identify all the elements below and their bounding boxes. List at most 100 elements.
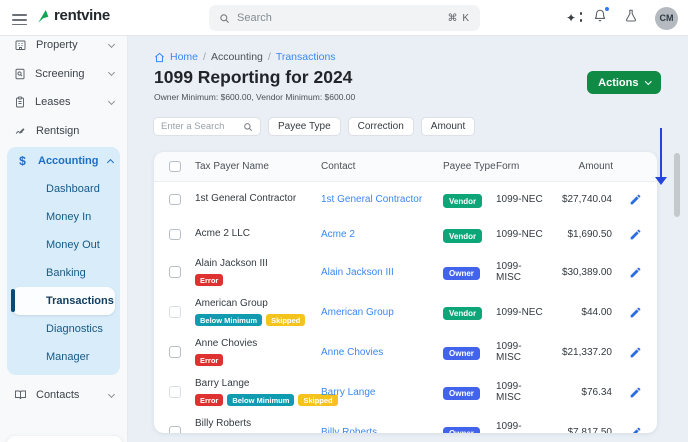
edit-button[interactable] [613, 193, 657, 206]
sidebar-item-screening[interactable]: Screening [0, 60, 127, 89]
user-avatar[interactable]: CM [655, 6, 678, 30]
clipboard-icon [14, 96, 26, 108]
company-card[interactable]: 123 PM [7, 436, 122, 442]
edit-button[interactable] [613, 306, 657, 319]
table-row: Alain Jackson III Error Alain Jackson III O… [154, 252, 657, 292]
sidebar-subitem-transactions[interactable]: Transactions [11, 287, 115, 315]
breadcrumb-transactions[interactable]: Transactions [275, 51, 336, 63]
taxpayer-name: Alain Jackson III [195, 258, 268, 269]
row-checkbox[interactable] [169, 228, 181, 241]
status-badge-skipped: Skipped [298, 393, 338, 406]
edit-pencil-icon [630, 347, 640, 357]
amount: $30,389.00 [561, 266, 612, 278]
notification-dot [604, 6, 610, 12]
app-logo[interactable]: rentvine [36, 7, 110, 24]
sidebar-subitem-money-in[interactable]: Money In [46, 211, 92, 223]
sidebar-item-label: Accounting [38, 155, 99, 167]
edit-pencil-icon [630, 267, 640, 277]
sidebar-item-label: Screening [35, 67, 85, 80]
book-icon [15, 390, 26, 400]
contact-link[interactable]: Acme 2 [321, 229, 355, 240]
top-bar: rentvine Search ⌘ K ✦ CM [0, 0, 688, 36]
sidebar-subitem-dashboard[interactable]: Dashboard [46, 183, 100, 195]
contact-link[interactable]: 1st General Contractor [321, 194, 423, 205]
payee-type-badge: Vendor [443, 306, 483, 320]
breadcrumb-home[interactable]: Home [170, 51, 199, 63]
sidebar-item-contacts[interactable]: Contacts [0, 381, 127, 410]
contact-link[interactable]: American Group [321, 306, 394, 318]
logo-arrow-icon [38, 9, 49, 23]
taxpayer-name: Acme 2 LLC [195, 228, 251, 240]
filter-bar: Enter a Search Payee Type Correction Amoun… [153, 117, 476, 136]
ai-sparkle-icon[interactable]: ✦ [565, 11, 583, 25]
edit-button[interactable] [613, 386, 657, 399]
search-shortcut: ⌘ K [447, 12, 470, 24]
edit-pencil-icon [630, 194, 640, 205]
contact-link[interactable]: Barry Lange [321, 386, 376, 398]
table-row: Barry Lange Error Below Minimum Skipped Barr… [154, 372, 657, 412]
status-badge-error: Error [195, 353, 224, 366]
sidebar-item-leases[interactable]: Leases [0, 88, 127, 117]
filter-button-amount[interactable]: Amount [420, 117, 476, 136]
edit-button[interactable] [613, 228, 657, 241]
sidebar-item-label: Property [36, 39, 78, 52]
taxpayer-name: 1st General Contractor [195, 193, 297, 205]
notifications-button[interactable] [593, 6, 610, 28]
actions-label: Actions [598, 76, 639, 89]
actions-button[interactable]: Actions [587, 71, 661, 94]
filter-button-payee-type[interactable]: Payee Type [268, 117, 341, 136]
sidebar-subitem-money-out[interactable]: Money Out [46, 239, 100, 251]
bell-icon [594, 9, 606, 22]
edit-button[interactable] [613, 426, 657, 433]
sidebar-subitem-manager[interactable]: Manager [46, 351, 90, 363]
signature-icon [14, 125, 27, 137]
sidebar-subitem-diagnostics[interactable]: Diagnostics [46, 323, 103, 335]
row-checkbox[interactable] [169, 193, 181, 206]
row-checkbox[interactable] [169, 386, 181, 398]
row-checkbox[interactable] [169, 266, 181, 278]
sidebar-top-items: Property Screening Leases Rentsign [0, 36, 127, 145]
edit-pencil-icon [630, 387, 640, 397]
sidebar-item-label: Contacts [36, 389, 80, 402]
sidebar-item-label: Leases [35, 96, 71, 109]
contact-link[interactable]: Billy Roberts [321, 426, 378, 434]
report-table-card: Tax Payer Name Contact Payee Type Form A… [154, 152, 657, 433]
search-icon [244, 122, 253, 131]
main-content: Home / Accounting / Transactions 1099 Re… [128, 36, 688, 442]
sidebar-item-rentsign[interactable]: Rentsign [0, 117, 127, 146]
select-all-checkbox[interactable] [169, 160, 181, 173]
table-row: American Group Below Minimum Skipped Americ… [154, 292, 657, 332]
column-header: Contact [321, 161, 356, 172]
row-checkbox[interactable] [169, 306, 181, 318]
form-type: 1099-MISC [496, 421, 522, 433]
filter-button-correction[interactable]: Correction [347, 117, 414, 136]
row-checkbox[interactable] [169, 346, 181, 358]
table-header: Tax Payer Name Contact Payee Type Form A… [154, 152, 657, 182]
contact-link[interactable]: Anne Chovies [321, 346, 384, 358]
table-body: 1st General Contractor 1st General Contra… [154, 182, 657, 433]
edit-button[interactable] [613, 266, 657, 279]
amount: $76.34 [581, 386, 612, 398]
payee-type-badge: Vendor [443, 194, 483, 208]
status-badge-below-minimum: Below Minimum [227, 393, 295, 406]
edit-button[interactable] [613, 346, 657, 359]
chevron-down-icon [644, 78, 651, 85]
row-checkbox[interactable] [169, 426, 181, 433]
taxpayer-name: Billy Roberts [195, 418, 252, 429]
hamburger-menu-icon[interactable] [12, 11, 27, 28]
scrollbar-thumb[interactable] [674, 153, 680, 217]
table-search-input[interactable]: Enter a Search [153, 117, 261, 136]
accounting-submenu: Dashboard Money In Money Out Banking Transac… [7, 175, 120, 371]
contact-link[interactable]: Alain Jackson III [321, 266, 394, 278]
global-search-input[interactable]: Search ⌘ K [209, 5, 480, 31]
sidebar-item-accounting[interactable]: $ Accounting [7, 147, 120, 175]
labs-button[interactable] [624, 8, 638, 28]
taxpayer-name: Anne Chovies [195, 338, 258, 349]
building-icon [14, 39, 27, 51]
status-badge-error: Error [195, 273, 224, 286]
taxpayer-name-cell: Alain Jackson III Error [195, 258, 321, 286]
sidebar-item-property[interactable]: Property [0, 36, 127, 60]
amount: $1,690.50 [567, 229, 613, 240]
status-badge-skipped: Skipped [266, 313, 306, 326]
sidebar-subitem-banking[interactable]: Banking [46, 267, 86, 279]
